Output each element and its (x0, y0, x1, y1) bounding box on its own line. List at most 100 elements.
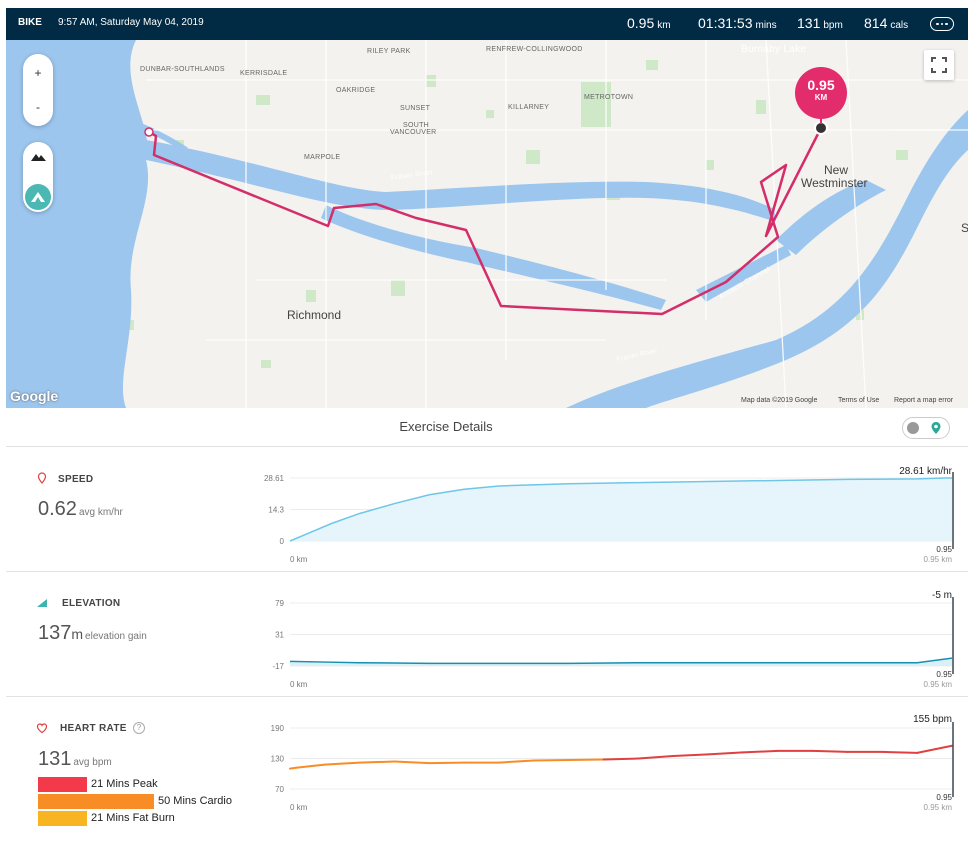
heart-rate-section: HEART RATE ? 131 avg bpm 21 Mins Peak 50 M… (6, 697, 968, 844)
map-data-credit: Map data ©2019 Google (741, 397, 818, 404)
map-label: RENFREW-COLLINGWOOD (486, 46, 583, 53)
heart-rate-unit: avg bpm (73, 757, 112, 768)
y-tick-min: 70 (275, 785, 284, 794)
clock-icon[interactable] (907, 422, 919, 434)
zone-bar (38, 777, 87, 792)
series-segment (567, 758, 605, 762)
series-segment (672, 753, 710, 757)
series-segment (602, 757, 640, 761)
more-dot-icon (936, 22, 939, 26)
cursor-distance-label: 0.95 (936, 670, 952, 679)
elevation-icon (37, 599, 47, 607)
x-tick-start: 0 km (290, 680, 308, 689)
location-pin-icon (37, 472, 47, 484)
stat-cals-value: 814 (864, 15, 888, 31)
route-map[interactable]: DUNBAR-SOUTHLANDS KERRISDALE RILEY PARK … (6, 40, 968, 408)
stat-distance-value: 0.95 (627, 15, 655, 31)
route-line (148, 127, 823, 316)
zoom-out-button[interactable]: - (36, 100, 40, 114)
series-segment (916, 744, 953, 754)
terms-link[interactable]: Terms of Use (838, 397, 880, 404)
city-label: Richmond (287, 308, 342, 322)
map-label: VANCOUVER (390, 129, 437, 136)
zone-bar (38, 811, 87, 826)
distance-pin: 0.95 KM (795, 67, 847, 119)
cursor-distance-label: 0.95 (936, 545, 952, 554)
stat-bpm: 131 bpm (797, 15, 843, 31)
heart-icon (36, 723, 48, 734)
series-segment (323, 761, 361, 766)
stat-duration-unit: mins (755, 20, 777, 31)
stat-cals-unit: cals (890, 20, 909, 31)
more-dot-icon (940, 22, 944, 26)
x-tick-end: 0.95 km (924, 555, 953, 564)
series-segment (393, 760, 431, 765)
x-tick-start: 0 km (290, 555, 308, 564)
more-dot-icon (945, 22, 948, 26)
series-segment (358, 760, 396, 764)
series-segment (295, 763, 326, 769)
y-tick-min: -17 (272, 662, 284, 671)
city-label: Westminster (801, 176, 868, 190)
map-label: OAKRIDGE (336, 87, 376, 94)
heart-rate-value: 131 avg bpm (38, 748, 112, 771)
series-segment (707, 751, 744, 756)
y-tick-mid: 130 (271, 755, 285, 764)
stat-duration: 01:31:53 mins (698, 15, 777, 31)
speed-section: SPEED 0.62 avg km/hr 28.61 14.3 0 0 km 0.95 k… (6, 447, 968, 572)
location-pin-icon[interactable] (929, 421, 943, 435)
map-label: DUNBAR-SOUTHLANDS (140, 66, 225, 73)
stat-distance: 0.95 km (627, 15, 671, 31)
stat-cals: 814 cals (864, 15, 908, 31)
series-segment (428, 761, 466, 765)
exercise-details-title: Exercise Details (399, 419, 493, 434)
map-label: MARPOLE (304, 154, 341, 161)
map-type-control (23, 142, 53, 212)
elevation-label: ELEVATION (62, 598, 121, 609)
elevation-chart[interactable]: 79 31 -17 0 km 0.95 km0.95 -5 m (246, 572, 962, 696)
series-segment (741, 749, 779, 754)
speed-label: SPEED (58, 474, 94, 485)
y-tick-mid: 14.3 (268, 506, 284, 515)
heart-rate-chart[interactable]: 190 130 70 0 km 0.95 km0.95 155 bpm (246, 697, 962, 821)
chart-readout: -5 m (932, 590, 952, 601)
google-logo: Google (10, 388, 59, 404)
x-tick-start: 0 km (290, 803, 308, 812)
activity-header: BIKE 9:57 AM, Saturday May 04, 2019 0.95… (6, 8, 968, 40)
series-area (290, 478, 952, 541)
fullscreen-icon (931, 57, 947, 73)
series-segment (289, 766, 298, 770)
zoom-in-button[interactable]: + (34, 66, 42, 80)
map-label: KILLARNEY (508, 104, 550, 111)
zone-label: 50 Mins Cardio (158, 795, 232, 807)
series-segment (498, 759, 535, 764)
cursor-distance-label: 0.95 (936, 793, 952, 802)
terrain-icon[interactable] (23, 142, 53, 212)
activity-type: BIKE (18, 17, 42, 28)
activity-datetime: 9:57 AM, Saturday May 04, 2019 (58, 17, 204, 28)
pin-value: 0.95 (807, 77, 835, 93)
zone-label: 21 Mins Fat Burn (91, 812, 175, 824)
speed-unit: avg km/hr (78, 507, 123, 518)
speed-chart[interactable]: 28.61 14.3 0 0 km 0.95 km0.95 28.61 km/hr (246, 447, 962, 571)
series-segment (532, 759, 570, 762)
speed-value: 0.62 avg km/hr (38, 498, 123, 521)
report-map-error-link[interactable]: Report a map error (894, 397, 954, 404)
elevation-value: 137m elevation gain (38, 622, 147, 645)
map-label: KERRISDALE (240, 70, 288, 77)
help-icon[interactable]: ? (133, 722, 145, 734)
more-options-button[interactable] (930, 17, 954, 31)
city-label: New (824, 163, 849, 177)
speed-number: 0.62 (38, 498, 77, 520)
chart-mode-toggle[interactable] (902, 417, 950, 439)
series-line (289, 477, 952, 542)
series-segment (811, 749, 849, 753)
route-start-marker (144, 127, 154, 137)
series-segment (881, 750, 919, 754)
fullscreen-button[interactable] (924, 50, 954, 80)
map-label: Burnaby Lake (741, 44, 807, 55)
map-label: METROTOWN (584, 94, 634, 101)
stat-duration-value: 01:31:53 (698, 15, 753, 31)
map-canvas (6, 40, 968, 408)
series-line (289, 657, 953, 665)
